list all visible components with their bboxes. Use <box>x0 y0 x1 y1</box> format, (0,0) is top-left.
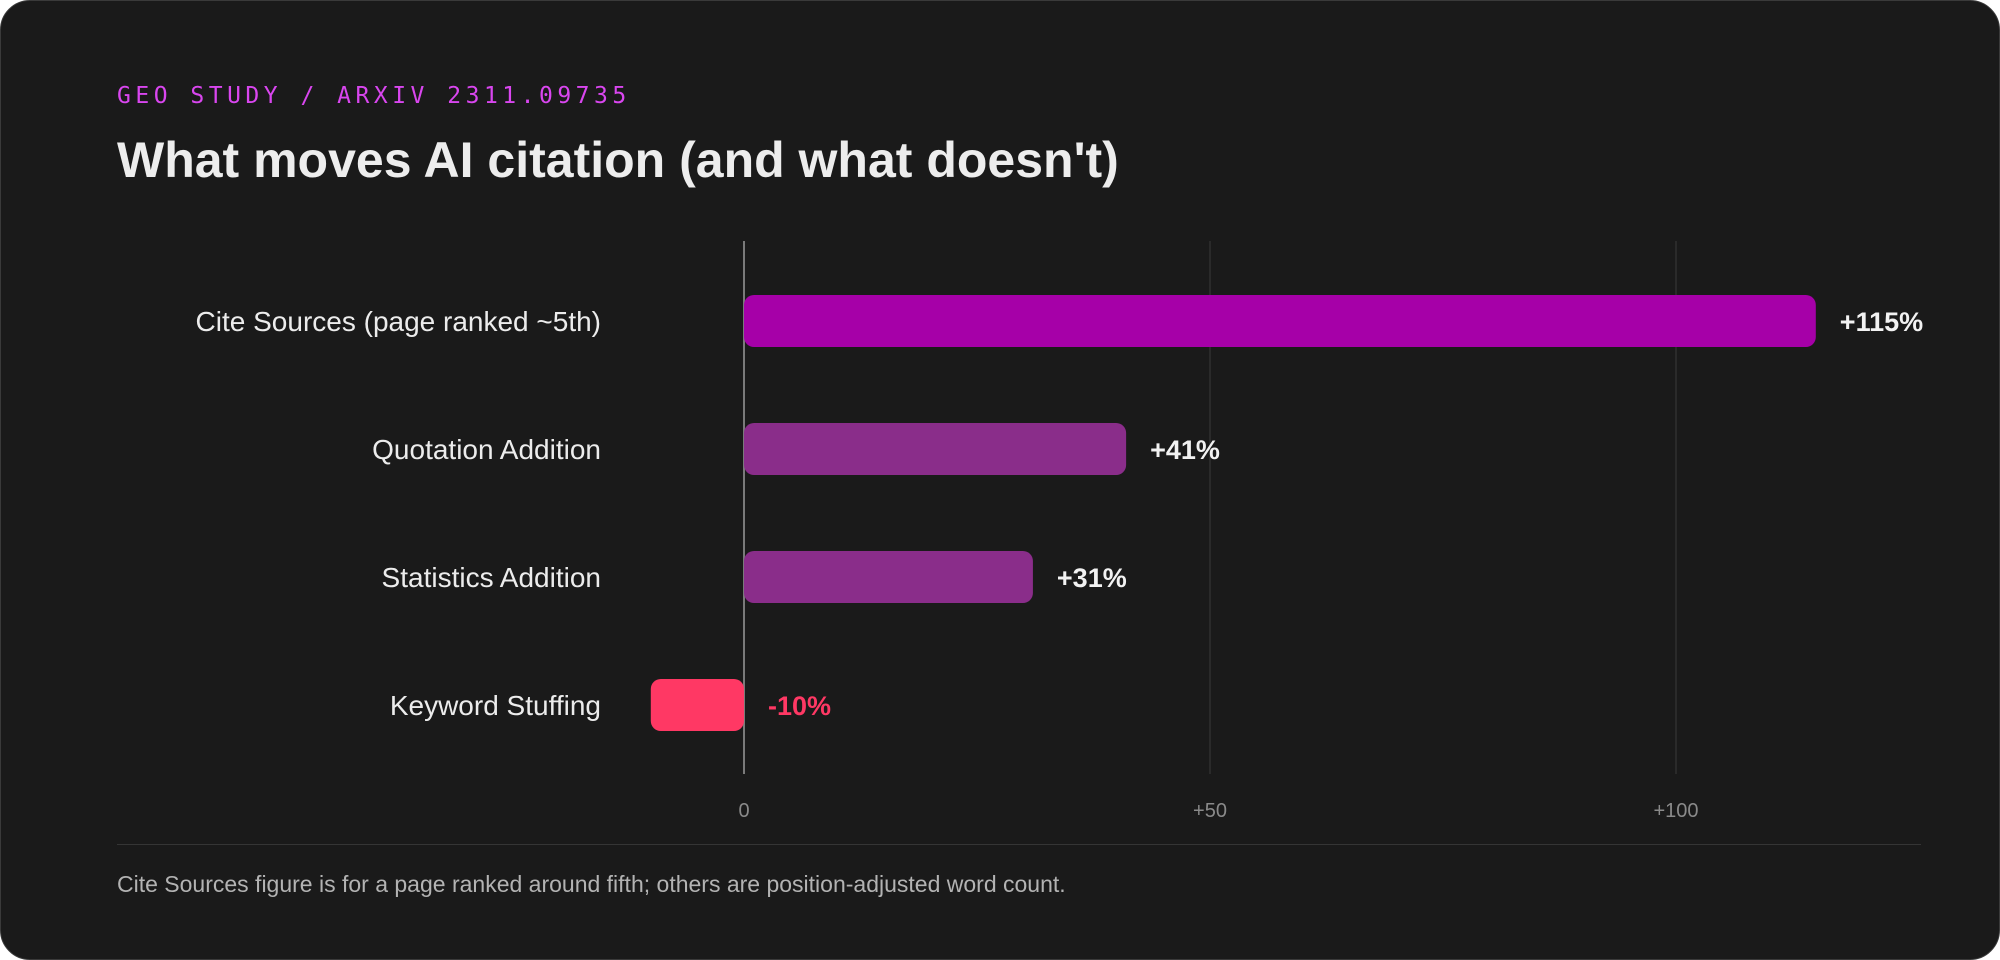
footer-divider <box>117 844 1921 845</box>
value-label: +115% <box>1840 307 1923 337</box>
bar <box>744 295 1816 347</box>
value-label: -10% <box>768 691 831 721</box>
value-label: +41% <box>1150 435 1220 465</box>
bar <box>650 679 744 731</box>
category-label: Cite Sources (page ranked ~5th) <box>196 306 601 337</box>
x-tick-label: +100 <box>1653 800 1698 822</box>
bar <box>744 551 1033 603</box>
x-tick-label: +50 <box>1193 800 1227 822</box>
footnote: Cite Sources figure is for a page ranked… <box>117 871 1066 897</box>
category-label: Statistics Addition <box>382 562 601 593</box>
bars <box>650 295 1816 731</box>
value-label: +31% <box>1057 563 1127 593</box>
chart-title: What moves AI citation (and what doesn't… <box>117 132 1119 188</box>
labels: 0 +50 +100 Cite Sources (page ranked ~5th) +… <box>196 306 1924 822</box>
bar-chart: 0 +50 +100 Cite Sources (page ranked ~5th) +… <box>196 241 1924 822</box>
category-label: Keyword Stuffing <box>390 690 601 721</box>
x-tick-label: 0 <box>738 800 749 822</box>
category-label: Quotation Addition <box>372 434 601 465</box>
bar <box>744 423 1127 475</box>
eyebrow-label: GEO STUDY / ARXIV 2311.09735 <box>117 83 631 109</box>
